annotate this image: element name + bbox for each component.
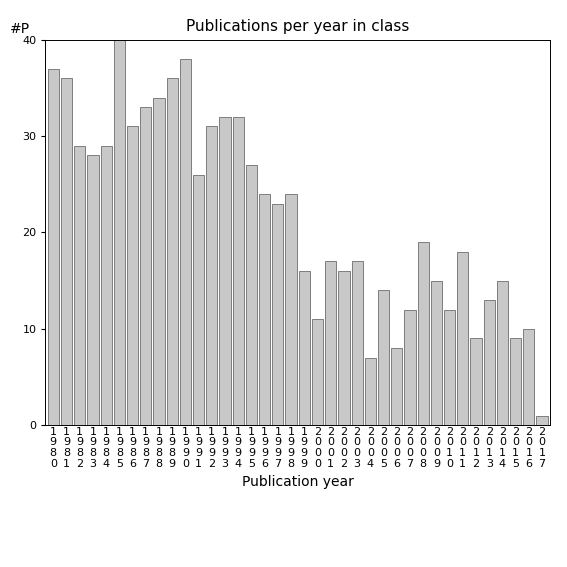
X-axis label: Publication year: Publication year [242,475,354,489]
Bar [206,126,217,425]
Bar [232,117,244,425]
Bar [352,261,363,425]
Bar [272,204,284,425]
Bar [338,271,349,425]
Bar [417,242,429,425]
Bar [457,252,468,425]
Bar [180,59,191,425]
Bar [219,117,231,425]
Bar [61,78,72,425]
Bar [471,338,481,425]
Bar [246,165,257,425]
Bar [497,281,508,425]
Bar [74,146,85,425]
Bar [484,300,495,425]
Bar [167,78,178,425]
Bar [325,261,336,425]
Bar [285,194,297,425]
Bar [193,175,204,425]
Bar [48,69,59,425]
Text: #P: #P [10,22,30,36]
Bar [404,310,416,425]
Bar [140,107,151,425]
Bar [259,194,270,425]
Bar [127,126,138,425]
Bar [523,329,535,425]
Bar [378,290,389,425]
Bar [114,40,125,425]
Title: Publications per year in class: Publications per year in class [186,19,409,35]
Bar [536,416,548,425]
Bar [153,98,164,425]
Bar [431,281,442,425]
Bar [100,146,112,425]
Bar [365,358,376,425]
Bar [87,155,99,425]
Bar [299,271,310,425]
Bar [444,310,455,425]
Bar [510,338,521,425]
Bar [312,319,323,425]
Bar [391,348,403,425]
